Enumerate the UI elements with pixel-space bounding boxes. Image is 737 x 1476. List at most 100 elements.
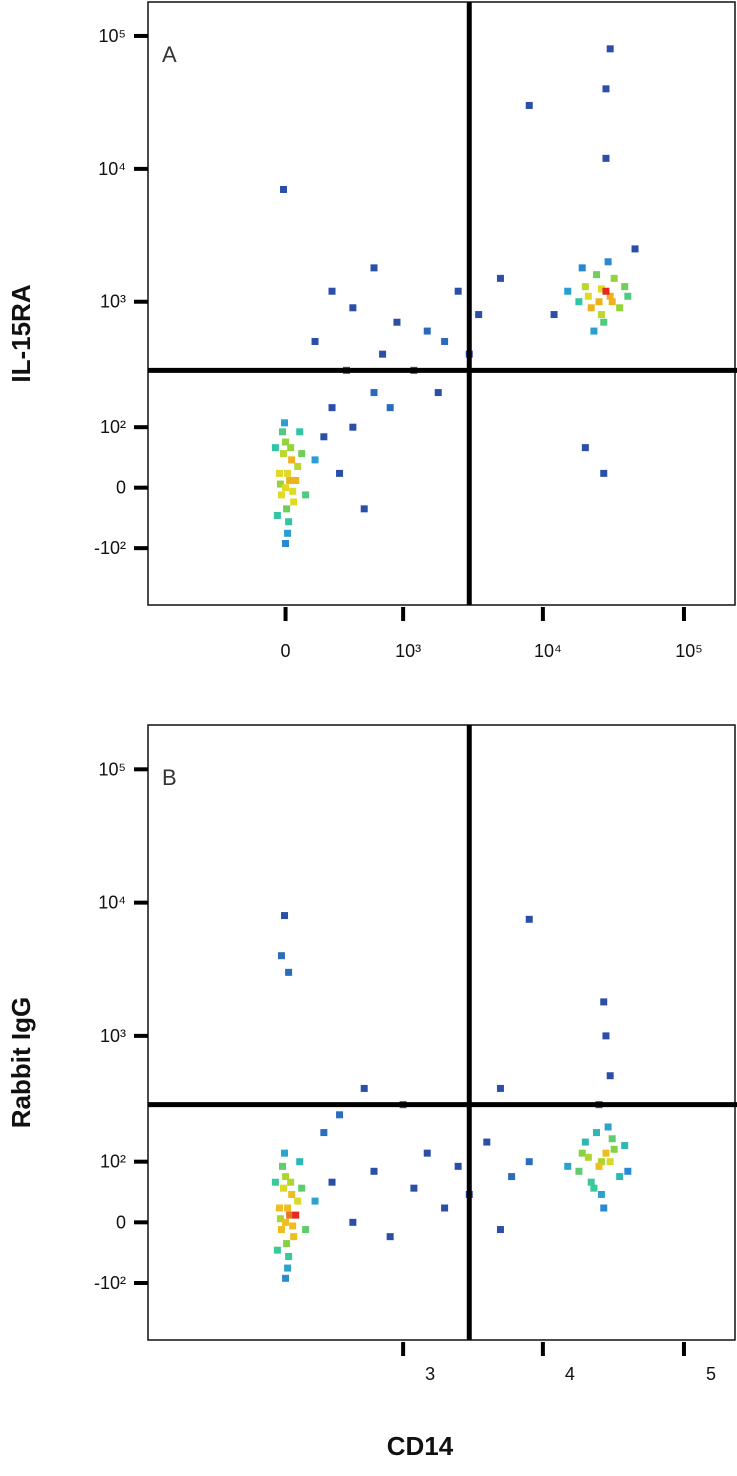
event-point (328, 1178, 336, 1186)
x-tick-label: 0 (281, 641, 291, 661)
event-point (370, 1167, 378, 1175)
event-point (393, 318, 401, 326)
event-point (578, 1149, 586, 1157)
event-point (280, 185, 288, 193)
event-point (292, 476, 300, 484)
y-tick-label: 0 (116, 1212, 126, 1232)
event-point (483, 1138, 491, 1146)
event-point (610, 274, 618, 282)
event-point (616, 304, 624, 312)
event-point (600, 318, 608, 326)
event-point (276, 480, 284, 488)
event-point (608, 1135, 616, 1143)
x-tick-label: 3 (425, 1364, 435, 1384)
event-point (602, 287, 610, 295)
y-tick-label: -10² (94, 538, 126, 558)
event-point (441, 1204, 449, 1212)
event-point (587, 1178, 595, 1186)
event-point (281, 912, 289, 920)
event-point (271, 444, 279, 452)
event-point (606, 45, 614, 53)
event-point (285, 518, 293, 526)
event-point (575, 1167, 583, 1175)
event-point (610, 1145, 618, 1153)
event-point (597, 1158, 605, 1166)
event-point (606, 292, 614, 300)
event-point (284, 1204, 292, 1212)
event-point (360, 1084, 368, 1092)
event-point (287, 444, 295, 452)
event-point (621, 1142, 629, 1150)
event-point (590, 327, 598, 335)
event-point (423, 327, 431, 335)
x-tick-label: 10³ (395, 641, 421, 661)
event-point (273, 511, 281, 519)
event-point (288, 1190, 296, 1198)
event-point (290, 1233, 298, 1241)
event-point (286, 476, 294, 484)
event-point (595, 1162, 603, 1170)
event-point (616, 1173, 624, 1181)
event-point (608, 298, 616, 306)
event-point (590, 1184, 598, 1192)
event-point (597, 1190, 605, 1198)
event-point (597, 311, 605, 319)
event-point (278, 428, 286, 436)
x-tick-label: 4 (565, 1364, 575, 1384)
y-tick-label: 10² (100, 1152, 126, 1172)
event-point (441, 337, 449, 345)
event-point (423, 1149, 431, 1157)
event-point (564, 287, 572, 295)
panel: 10⁵ 10⁴ 10³ 10² 0 -10² 3 4 5 B Rabbit IgG (6, 724, 737, 1384)
event-point (320, 1129, 328, 1137)
event-point (336, 469, 344, 477)
event-point (454, 1162, 462, 1170)
event-point (282, 1218, 290, 1226)
event-point (550, 311, 558, 319)
event-point (280, 1184, 288, 1192)
event-point (606, 1072, 614, 1080)
event-point (328, 287, 336, 295)
plot-frame (147, 1, 736, 606)
event-point (587, 304, 595, 312)
event-point (578, 264, 586, 272)
event-point (604, 258, 612, 266)
y-axis-title: Rabbit IgG (6, 997, 36, 1128)
event-point (602, 154, 610, 162)
event-point (298, 450, 306, 458)
x-tick-label: 5 (706, 1364, 716, 1384)
event-point (284, 1264, 292, 1272)
y-tick-label: 0 (116, 478, 126, 498)
event-point (284, 469, 292, 477)
event-point (631, 245, 639, 253)
event-point (282, 484, 290, 492)
event-point (302, 491, 310, 499)
event-point (280, 450, 288, 458)
event-point (298, 1184, 306, 1192)
event-point (285, 968, 293, 976)
y-tick-label: 10⁴ (98, 159, 126, 179)
event-point (581, 444, 589, 452)
event-point (349, 304, 357, 312)
event-point (602, 1032, 610, 1040)
event-point (593, 1129, 601, 1137)
event-point (600, 998, 608, 1006)
y-tick-label: 10⁴ (98, 893, 126, 913)
event-point (271, 1178, 279, 1186)
event-point (370, 389, 378, 397)
event-point (434, 389, 442, 397)
event-point (285, 1253, 293, 1261)
event-point (496, 274, 504, 282)
event-point (600, 469, 608, 477)
event-point (584, 1153, 592, 1161)
event-point (525, 101, 533, 109)
event-point (320, 433, 328, 441)
y-tick-label: -10² (94, 1273, 126, 1293)
event-point (294, 1197, 302, 1205)
event-point (604, 1123, 612, 1131)
event-point (282, 540, 290, 548)
event-point (277, 491, 285, 499)
event-point (289, 1222, 297, 1230)
